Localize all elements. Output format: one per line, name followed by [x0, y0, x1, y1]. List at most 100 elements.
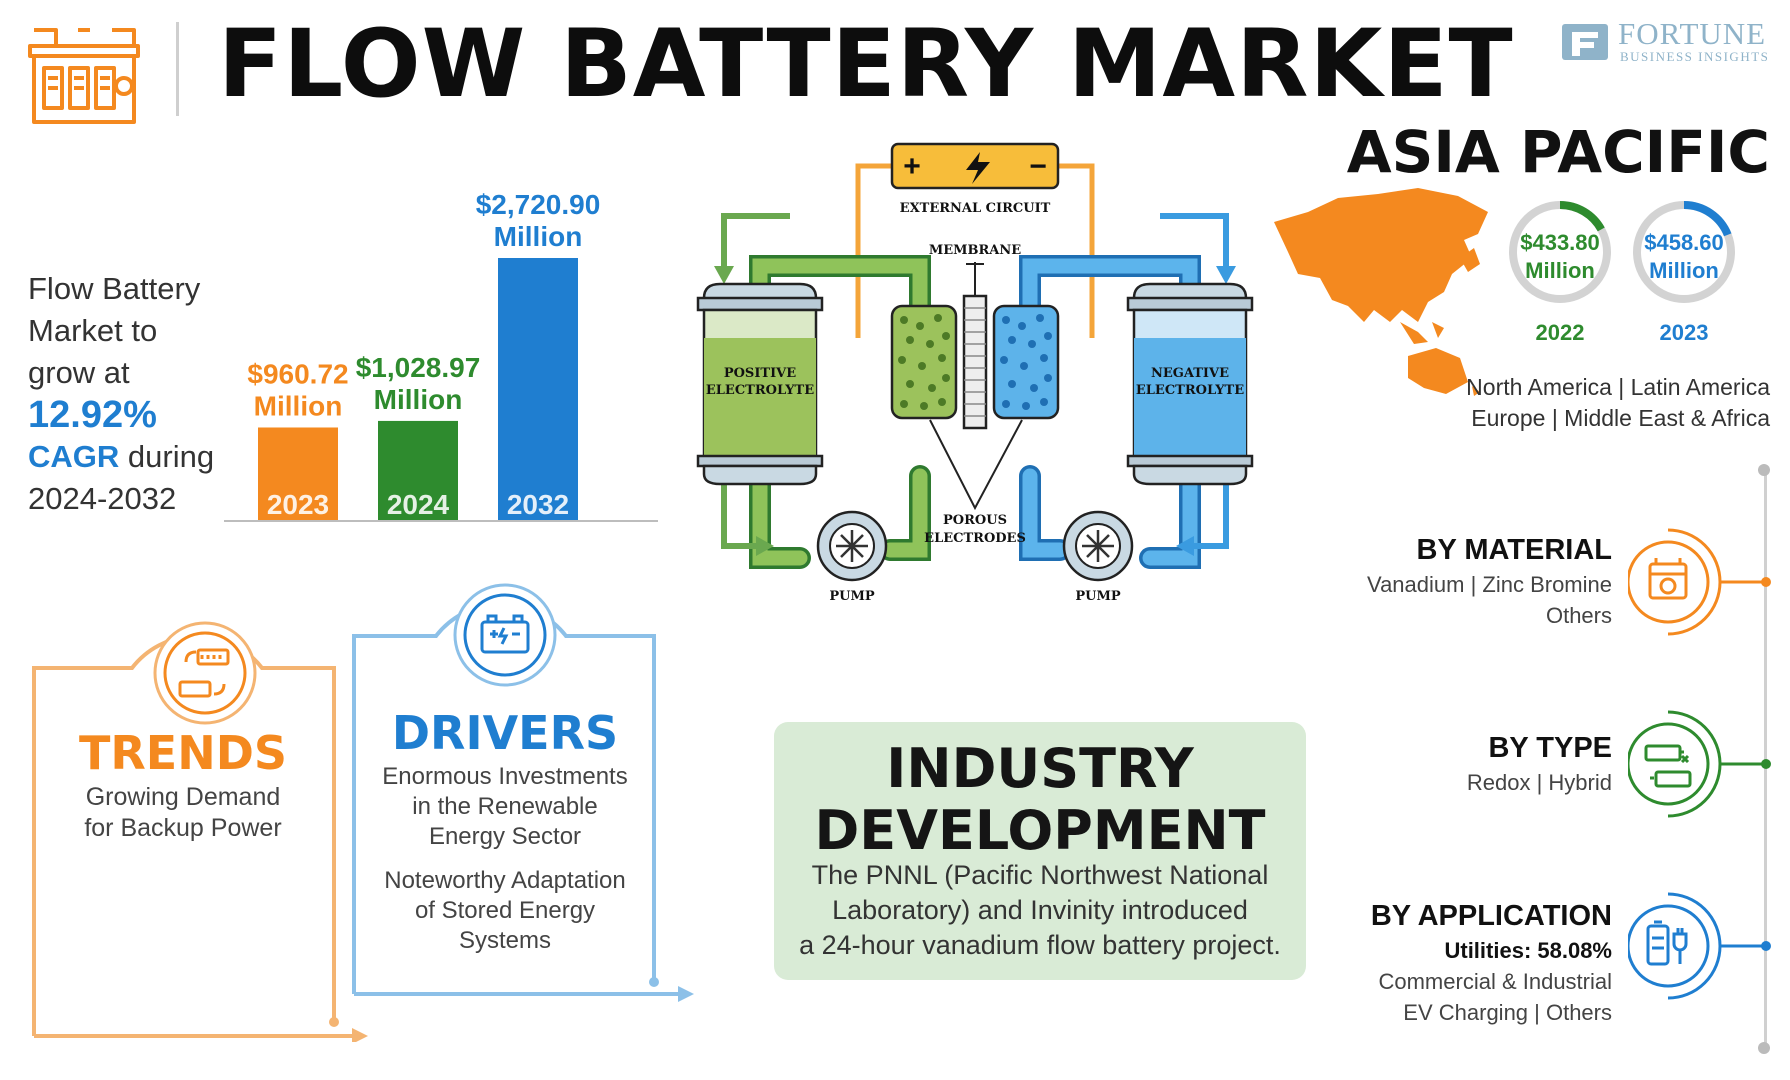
regions-line1: North America | Latin America: [1466, 374, 1770, 400]
industry-development-panel: [774, 722, 1306, 980]
positive-electrolyte-tank: [696, 282, 824, 486]
ring-progress-2022: [1509, 201, 1611, 303]
cagr-line2: Market to: [28, 313, 158, 348]
bar-value-2024: $1,028.97: [356, 352, 481, 383]
drivers-p1-line3: Energy Sector: [428, 823, 582, 850]
drivers-title: DRIVERS: [391, 706, 619, 760]
negative-label-1: NEGATIVE: [1151, 366, 1229, 381]
negative-electrode: [992, 304, 1060, 420]
negative-label-2: ELECTROLYTE: [1136, 383, 1244, 398]
bar-unit-2024: Million: [374, 384, 463, 415]
drivers-text-2: Noteworthy Adaptation of Stored Energy S…: [360, 866, 650, 956]
market-bar-chart: 2023$960.72Million2024$1,028.97Million20…: [224, 189, 658, 522]
segment-application-line3: EV Charging | Others: [1403, 1000, 1612, 1025]
segment-material-title: BY MATERIAL: [1416, 534, 1612, 566]
segment-type-title: BY TYPE: [1488, 732, 1612, 764]
pump-left-label: PUMP: [829, 589, 875, 604]
circuit-wire-left: [855, 163, 896, 338]
pump-right: [1062, 510, 1134, 582]
ring-unit-2023: Million: [1649, 258, 1719, 283]
bar-value-2023: $960.72: [247, 358, 348, 389]
segment-application-line2: Commercial & Industrial: [1378, 969, 1612, 994]
circuit-wire-right: [1054, 163, 1095, 338]
battery-minus: −: [1029, 150, 1047, 183]
bar-unit-2032: Million: [494, 221, 583, 252]
header-divider: [176, 22, 179, 116]
trends-line2: for Backup Power: [84, 814, 282, 842]
positive-electrode: [890, 304, 958, 420]
cagr-line1: Flow Battery: [28, 271, 201, 306]
ring-unit-2022: Million: [1525, 258, 1595, 283]
cagr-rate: 12.92%: [28, 394, 157, 436]
apac-title: ASIA PACIFIC: [1346, 118, 1770, 186]
segment-material-line2: Others: [1545, 603, 1612, 628]
ring-year-2022: 2022: [1536, 320, 1585, 345]
cagr-statement: Flow Battery Market to grow at 12.92% CA…: [28, 268, 214, 520]
porous-label-2: ELECTRODES: [924, 531, 1026, 546]
segment-type: BY TYPE Redox | Hybrid: [1467, 732, 1612, 798]
battery-swap-icon: [153, 621, 257, 725]
industry-title-line2: DEVELOPMENT: [814, 799, 1266, 862]
pump-right-label: PUMP: [1075, 589, 1121, 604]
cagr-word: CAGR: [28, 439, 120, 474]
cagr-line3: grow at: [28, 355, 130, 390]
membrane-label: MEMBRANE: [929, 243, 1021, 258]
drivers-p2-line1: Noteworthy Adaptation: [384, 867, 626, 894]
trends-text: Growing Demand for Backup Power: [38, 782, 328, 844]
positive-label-2: ELECTROLYTE: [706, 383, 814, 398]
bar-2024: [378, 420, 458, 520]
bar-unit-2023: Million: [254, 390, 343, 421]
segment-type-line1: Redox | Hybrid: [1466, 770, 1612, 795]
logo-text: FORTUNE: [1618, 16, 1767, 51]
plug-battery-icon: [1628, 892, 1771, 1000]
ring-value-2022: $433.80: [1520, 230, 1600, 255]
flow-battery-diagram: + − EXTERNAL CIRCUIT MEMBRANE: [696, 142, 1254, 604]
bar-2023: [258, 427, 338, 520]
segment-material: BY MATERIAL Vanadium | Zinc Bromine Othe…: [1367, 534, 1612, 631]
industry-line2: Laboratory) and Invinity introduced: [832, 895, 1248, 925]
fortune-f-logo: [1562, 24, 1608, 60]
battery-type-icon: [1628, 710, 1771, 818]
industry-text: The PNNL (Pacific Northwest National Lab…: [774, 858, 1306, 963]
membrane: [962, 294, 988, 430]
car-battery-icon: [453, 583, 557, 687]
logo-subtext: BUSINESS INSIGHTS: [1620, 49, 1770, 64]
bar-category-2023: 2023: [267, 489, 329, 520]
negative-electrolyte-tank: [1126, 282, 1254, 486]
bar-category-2024: 2024: [387, 489, 450, 520]
segment-application-line1: Utilities: 58.08%: [1444, 938, 1612, 963]
segment-application: BY APPLICATION Utilities: 58.08% Commerc…: [1371, 900, 1612, 1028]
trends-line1: Growing Demand: [85, 783, 281, 811]
battery-plant-icon: [28, 28, 140, 124]
industry-line1: The PNNL (Pacific Northwest National: [811, 860, 1269, 890]
drivers-p1-line2: in the Renewable: [412, 793, 598, 820]
apac-rings: $433.80 Million 2022 $458.60 Million 2023: [1509, 201, 1735, 345]
cagr-period: 2024-2032: [28, 481, 177, 516]
industry-line3: a 24-hour vanadium flow battery project.: [799, 930, 1281, 960]
page-title: FLOW BATTERY MARKET: [218, 10, 1514, 119]
ring-year-2023: 2023: [1660, 320, 1709, 345]
drivers-p2-line2: of Stored Energy: [414, 897, 596, 924]
industry-title: INDUSTRY DEVELOPMENT: [774, 738, 1306, 862]
segment-application-title: BY APPLICATION: [1370, 900, 1612, 932]
positive-label-1: POSITIVE: [724, 366, 796, 381]
drivers-p2-line3: Systems: [458, 927, 551, 954]
bar-value-2032: $2,720.90: [476, 189, 601, 220]
external-circuit-label: EXTERNAL CIRCUIT: [900, 201, 1051, 216]
other-regions: North America | Latin America Europe | M…: [1466, 372, 1770, 434]
asia-pacific-map: [1274, 188, 1488, 396]
ring-progress-2023: [1633, 201, 1735, 303]
battery-plus: +: [903, 150, 921, 183]
industry-title-line1: INDUSTRY: [886, 737, 1194, 800]
battery-material-icon: [1628, 528, 1771, 636]
drivers-text-1: Enormous Investments in the Renewable En…: [360, 762, 650, 852]
bar-2032: [498, 258, 578, 520]
bar-category-2032: 2032: [507, 489, 569, 520]
pump-left: [816, 510, 888, 582]
porous-label-1: POROUS: [943, 513, 1007, 528]
cagr-during: during: [119, 439, 215, 474]
trends-title: TRENDS: [78, 726, 288, 780]
ring-value-2023: $458.60: [1644, 230, 1724, 255]
regions-line2: Europe | Middle East & Africa: [1471, 405, 1770, 431]
drivers-p1-line1: Enormous Investments: [382, 763, 628, 790]
